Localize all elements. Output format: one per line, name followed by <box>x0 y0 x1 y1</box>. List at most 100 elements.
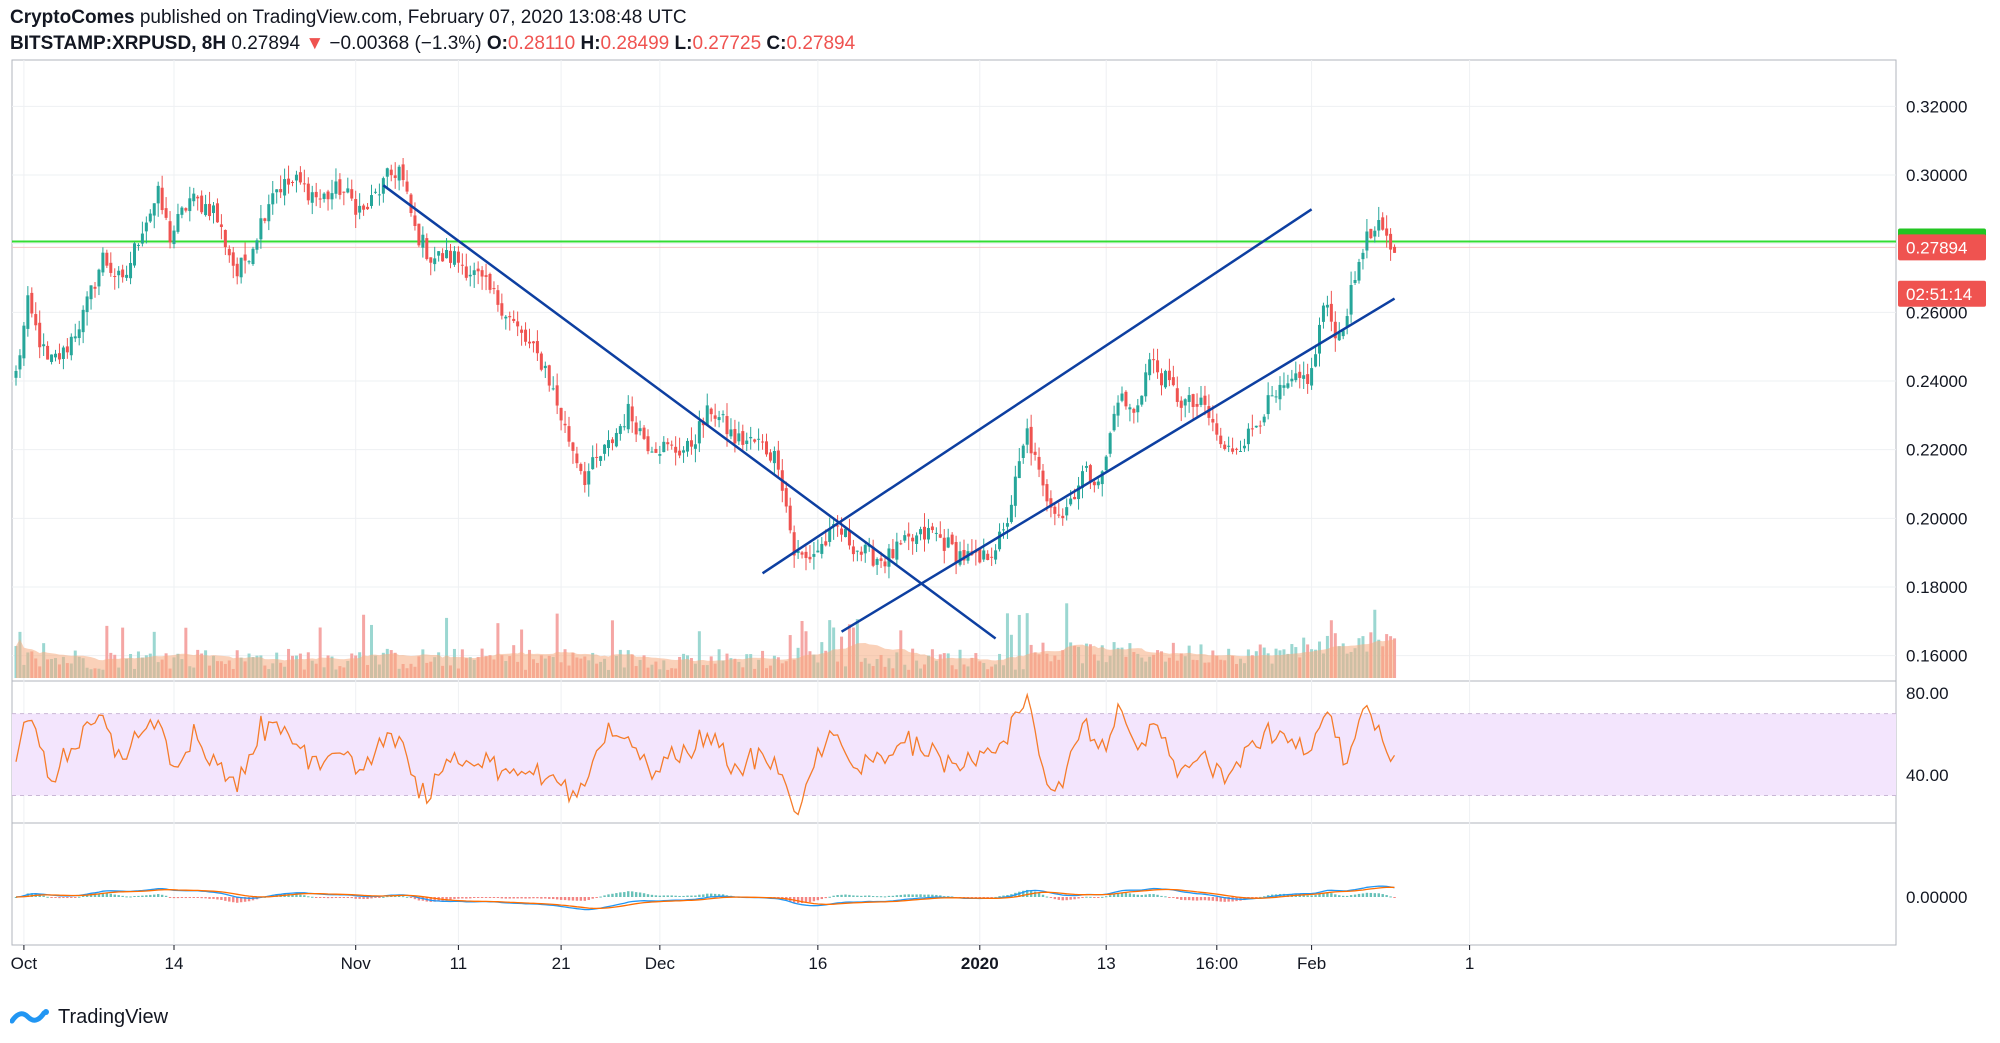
symbol-label[interactable]: BITSTAMP:XRPUSD, 8H <box>10 33 227 54</box>
candle-body <box>1191 394 1195 407</box>
candle-body <box>998 531 1002 550</box>
candle-body <box>144 222 148 232</box>
macd-histogram-bar <box>1176 897 1179 899</box>
macd-histogram-bar <box>1361 893 1365 897</box>
candle-body <box>283 179 287 196</box>
macd-histogram-bar <box>927 894 930 897</box>
macd-histogram-bar <box>1211 897 1215 901</box>
candle-body <box>879 558 883 561</box>
macd-histogram-bar <box>812 897 816 902</box>
candle-body <box>1345 316 1349 328</box>
macd-histogram-bar <box>1160 895 1163 897</box>
macd-histogram-bar <box>1132 894 1136 897</box>
candle-body <box>362 205 366 210</box>
candle-body <box>334 181 338 194</box>
macd-histogram-bar <box>666 895 669 897</box>
candle-body <box>275 189 279 193</box>
macd-histogram-bar <box>1385 895 1388 897</box>
candle-body <box>393 175 397 178</box>
candle-body <box>480 270 484 277</box>
macd-histogram-bar <box>1369 892 1373 897</box>
candle-body <box>788 505 792 531</box>
candle-body <box>1179 400 1183 408</box>
candle-body <box>113 276 117 278</box>
candle-body <box>445 249 449 259</box>
macd-histogram-bar <box>216 897 219 900</box>
macd-histogram-bar <box>141 895 144 897</box>
macd-histogram-bar <box>844 894 847 897</box>
candle-body <box>488 273 492 290</box>
macd-histogram-bar <box>449 897 452 900</box>
candle-body <box>745 440 749 444</box>
candle-body <box>1278 384 1282 400</box>
macd-histogram-bar <box>919 894 922 897</box>
candle-body <box>18 355 22 370</box>
macd-histogram-bar <box>1191 897 1195 901</box>
macd-histogram-bar <box>998 896 1001 898</box>
candle-body <box>298 172 302 183</box>
x-tick-label: 13 <box>1097 954 1116 973</box>
candle-body <box>883 561 887 567</box>
candle-body <box>1156 360 1160 373</box>
macd-histogram-bar <box>563 897 567 901</box>
candle-body <box>140 233 144 244</box>
candle-body <box>1266 395 1270 415</box>
candle-body <box>1073 496 1077 500</box>
macd-histogram-bar <box>362 897 365 900</box>
candle-body <box>563 423 567 426</box>
candle-body <box>863 544 867 554</box>
candle-body <box>535 341 539 354</box>
macd-histogram-bar <box>125 896 128 898</box>
candle-body <box>1239 450 1242 452</box>
candle-body <box>1393 246 1397 253</box>
high-label: H: <box>580 33 601 54</box>
macd-histogram-bar <box>1105 896 1108 898</box>
candle-body <box>796 550 800 553</box>
macd-histogram-bar <box>184 897 188 899</box>
candle-body <box>318 198 322 200</box>
candle-body <box>1314 354 1318 367</box>
candle-body <box>204 204 208 216</box>
macd-histogram-bar <box>1168 897 1171 898</box>
macd-histogram-bar <box>634 892 638 897</box>
last-price: 0.27894 <box>231 33 301 54</box>
candle-body <box>772 450 776 464</box>
macd-histogram-bar <box>982 897 985 898</box>
rsi-line <box>15 692 1396 816</box>
macd-histogram-bar <box>804 897 808 903</box>
candle-body <box>492 288 496 290</box>
price-badge-label: 02:51:14 <box>1906 285 1972 304</box>
candle-body <box>500 303 504 316</box>
candle-body <box>243 254 247 261</box>
macd-histogram-bar <box>615 893 618 897</box>
macd-histogram-bar <box>1227 897 1230 902</box>
author-name[interactable]: CryptoComes <box>10 7 135 28</box>
candle-body <box>54 353 57 358</box>
price-tick-label: 0.20000 <box>1906 509 1967 528</box>
macd-histogram-bar <box>504 897 507 899</box>
x-tick-label: 14 <box>165 954 184 973</box>
tradingview-footer[interactable]: TradingView <box>10 1002 168 1032</box>
macd-histogram-bar <box>358 897 361 899</box>
candle-body <box>1246 428 1250 445</box>
candle-body <box>326 191 330 200</box>
macd-histogram-bar <box>354 897 357 899</box>
macd-histogram-bar <box>1073 897 1076 900</box>
macd-histogram-bar <box>81 895 85 897</box>
macd-histogram-bar <box>710 893 713 897</box>
macd-histogram-bar <box>204 897 207 899</box>
candle-body <box>508 316 512 318</box>
macd-histogram-bar <box>1330 893 1333 897</box>
candle-body <box>1041 470 1045 486</box>
macd-histogram-bar <box>315 897 318 898</box>
macd-histogram-bar <box>698 894 701 897</box>
candle-body <box>1148 359 1152 376</box>
macd-histogram-bar <box>196 897 199 898</box>
price-tick-label: 0.32000 <box>1906 97 1967 116</box>
candle-body <box>160 187 164 211</box>
candle-body <box>1005 523 1009 527</box>
macd-histogram-bar <box>903 894 906 897</box>
candle-body <box>820 543 824 554</box>
macd-line <box>15 885 1395 911</box>
